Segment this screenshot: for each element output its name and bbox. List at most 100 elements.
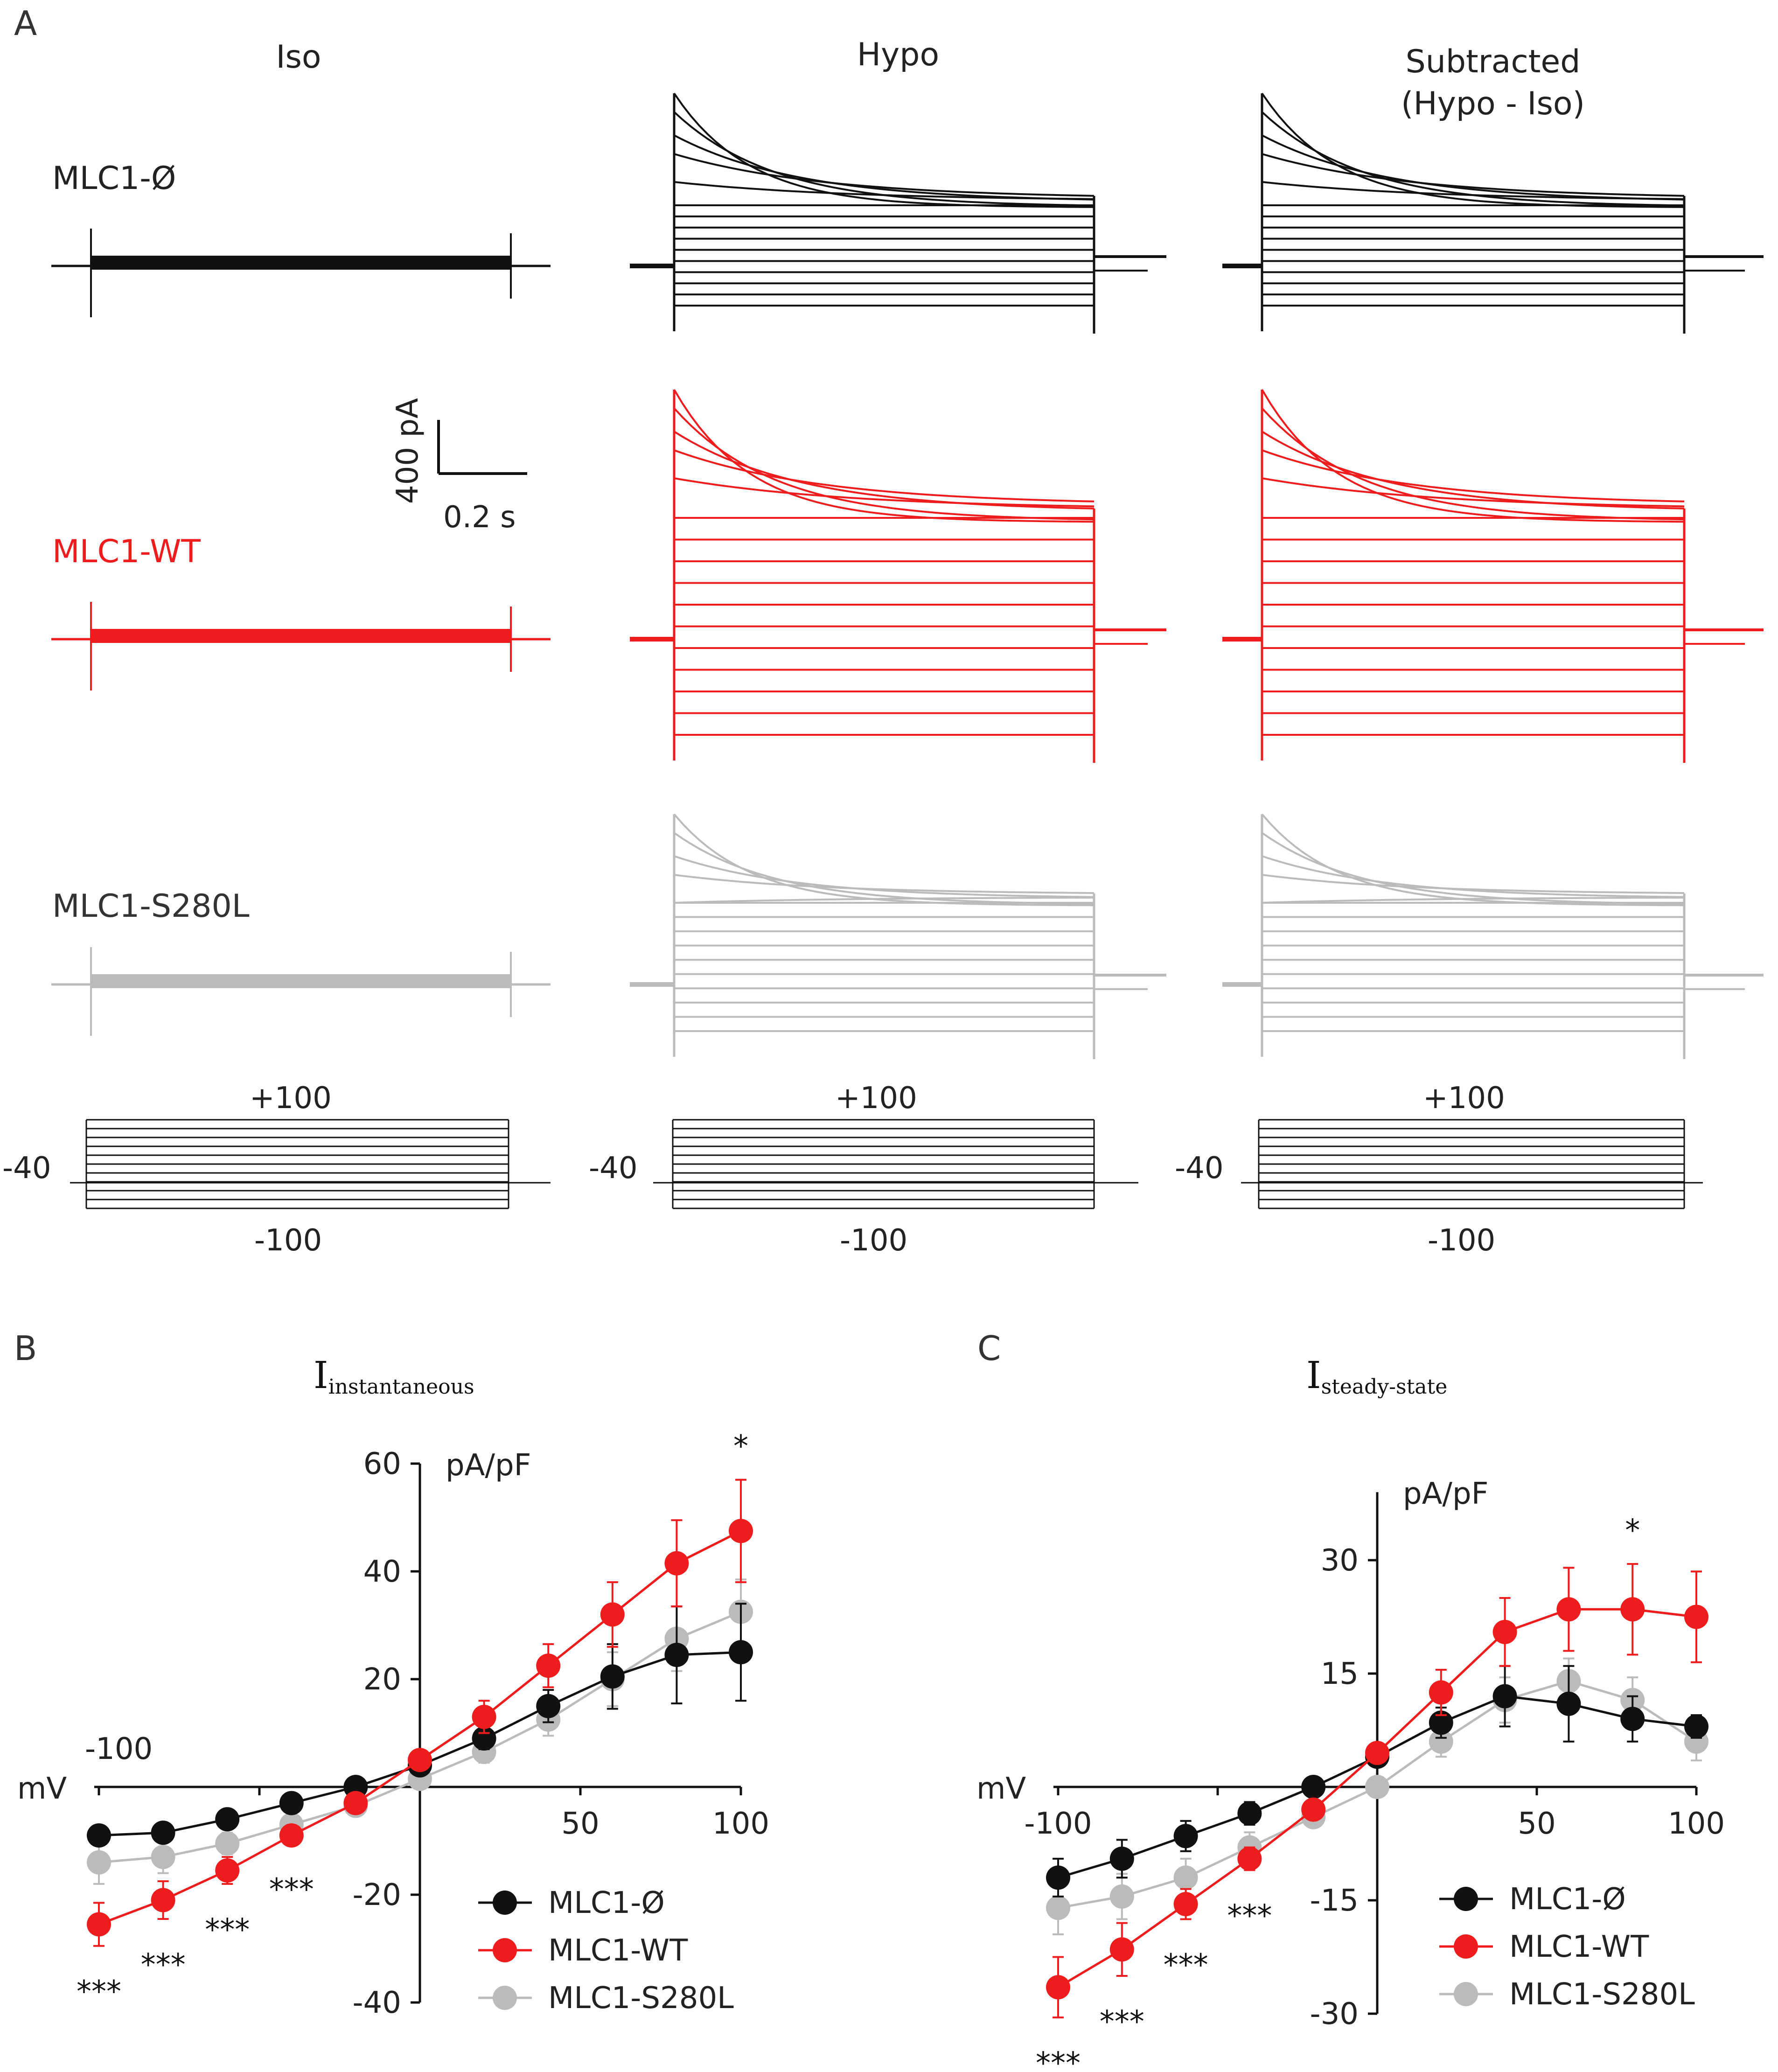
scale-bar-current-label: 400 pA <box>390 398 425 504</box>
data-point <box>1046 1975 1070 2000</box>
data-point <box>1109 1937 1134 1962</box>
series-mlc1- <box>87 1603 753 1848</box>
data-point <box>279 1791 304 1815</box>
y-tick-label: 20 <box>363 1662 401 1697</box>
trace-subtracted-mlc1-wt <box>1222 389 1764 763</box>
legend-marker <box>1454 1982 1478 2006</box>
y-tick-label: 40 <box>363 1555 401 1589</box>
x-tick-label: 50 <box>1518 1807 1555 1841</box>
scale-bar: 400 pA 0.2 s <box>390 398 527 535</box>
scale-bar-time-label: 0.2 s <box>443 500 516 535</box>
significance-marker: * <box>1625 1514 1640 1548</box>
legend-marker <box>493 1891 517 1915</box>
chart-c: 50 100-100mV3015-15-30pA/pF*************M… <box>976 1477 1725 2072</box>
y-axis-unit: pA/pF <box>1403 1477 1488 1511</box>
x-axis-min-label: -100 <box>85 1732 153 1766</box>
legend-item: MLC1-Ø <box>1439 1882 1626 1917</box>
protocol-top-label-hypo: +100 <box>835 1081 917 1116</box>
legend-item: MLC1-S280L <box>1439 1977 1695 2012</box>
legend-label: MLC1-S280L <box>548 1981 734 2016</box>
data-point <box>1173 1824 1198 1849</box>
data-point <box>408 1748 432 1772</box>
x-axis-unit: mV <box>17 1772 67 1806</box>
chart-b-title: Iinstantaneous <box>314 1353 474 1399</box>
column-header-hypo: Hypo <box>857 36 939 73</box>
data-point <box>729 1640 753 1665</box>
legend-label: MLC1-Ø <box>548 1886 665 1920</box>
significance-marker: *** <box>269 1872 314 1907</box>
legend-label: MLC1-S280L <box>1509 1977 1695 2012</box>
panel-label-c: C <box>977 1329 1001 1368</box>
chart-b: 50 100-100mV604020-20-40pA/pF************… <box>17 1430 769 2020</box>
legend: MLC1-Ø MLC1-WT MLC1-S280L <box>1439 1882 1695 2012</box>
row-label-mlc1-wt: MLC1-WT <box>52 533 201 570</box>
data-point <box>87 1823 111 1848</box>
data-point <box>600 1602 625 1627</box>
data-point <box>87 1912 111 1937</box>
y-tick-label: -40 <box>352 1986 401 2020</box>
data-point <box>1684 1714 1708 1739</box>
legend-item: MLC1-WT <box>478 1933 688 1968</box>
x-tick-label: 50 <box>561 1807 599 1841</box>
protocol-bottom-label-iso: -100 <box>254 1223 322 1258</box>
data-point <box>536 1694 561 1718</box>
significance-marker: *** <box>1100 2005 1144 2039</box>
trace-subtracted-mlc1-null <box>1222 92 1764 334</box>
data-point <box>215 1807 240 1832</box>
data-point <box>87 1850 111 1875</box>
column-header-subtracted-formula: (Hypo - Iso) <box>1401 85 1585 122</box>
data-point <box>151 1845 175 1870</box>
trace-iso-mlc1-s280l <box>51 947 551 1036</box>
significance-marker: *** <box>1036 2046 1081 2072</box>
data-point <box>1429 1729 1453 1754</box>
data-point <box>1109 1884 1134 1909</box>
significance-marker: * <box>733 1430 748 1464</box>
data-point <box>664 1643 689 1667</box>
y-tick-label: 30 <box>1321 1543 1359 1578</box>
data-point <box>1046 1896 1070 1920</box>
data-point <box>1109 1846 1134 1871</box>
data-point <box>279 1823 304 1848</box>
legend-item: MLC1-S280L <box>478 1981 734 2016</box>
trace-hypo-mlc1-wt <box>630 389 1166 763</box>
trace-hypo-mlc1-null <box>630 92 1166 334</box>
row-label-mlc1-null: MLC1-Ø <box>52 160 176 197</box>
legend-item: MLC1-WT <box>1439 1930 1649 1964</box>
data-point <box>1237 1846 1262 1871</box>
column-header-iso: Iso <box>276 39 321 76</box>
chart-c-title: Isteady-state <box>1306 1353 1447 1399</box>
data-point <box>1684 1605 1708 1629</box>
data-point <box>1173 1892 1198 1917</box>
data-point <box>151 1821 175 1845</box>
data-point <box>664 1551 689 1576</box>
data-point <box>215 1831 240 1856</box>
data-point <box>1301 1797 1326 1822</box>
panel-label-b: B <box>14 1329 37 1368</box>
data-point <box>1237 1801 1262 1826</box>
y-tick-label: -20 <box>352 1878 401 1912</box>
y-tick-label: 60 <box>363 1447 401 1481</box>
legend-marker <box>1454 1934 1478 1959</box>
legend-label: MLC1-WT <box>548 1933 688 1968</box>
data-point <box>1301 1775 1326 1799</box>
protocol-top-label-subtracted: +100 <box>1423 1081 1505 1116</box>
series-mlc1-wt <box>1046 1563 1708 2019</box>
significance-marker: *** <box>141 1948 186 1982</box>
data-point <box>729 1519 753 1543</box>
legend: MLC1-Ø MLC1-WT MLC1-S280L <box>478 1886 734 2016</box>
data-point <box>1492 1619 1517 1644</box>
data-point <box>343 1791 368 1815</box>
data-point <box>472 1726 496 1751</box>
x-tick-label: 100 <box>712 1807 769 1841</box>
trace-hypo-mlc1-s280l <box>630 813 1166 1059</box>
data-point <box>600 1664 625 1689</box>
protocol-hold-label-hypo: -40 <box>589 1151 638 1186</box>
protocol-hold-label-iso: -40 <box>2 1151 51 1186</box>
legend-label: MLC1-Ø <box>1509 1882 1626 1917</box>
y-tick-label: -15 <box>1310 1884 1359 1918</box>
legend-item: MLC1-Ø <box>478 1886 665 1920</box>
data-point <box>472 1704 496 1729</box>
trace-subtracted-mlc1-s280l <box>1222 813 1764 1059</box>
row-label-mlc1-s280l: MLC1-S280L <box>52 888 250 925</box>
